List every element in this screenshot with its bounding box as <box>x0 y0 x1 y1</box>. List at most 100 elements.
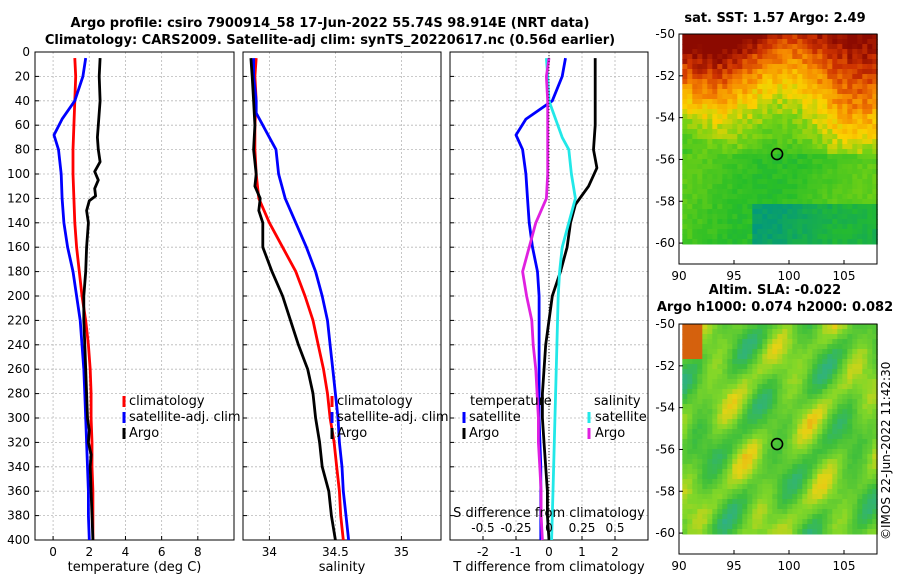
heatmap-cell <box>847 129 853 135</box>
heatmap-cell <box>692 469 698 475</box>
heatmap-cell <box>777 114 783 120</box>
heatmap-cell <box>692 79 698 85</box>
heatmap-cell <box>727 204 733 210</box>
heatmap-cell <box>852 189 858 195</box>
heatmap-cell <box>757 204 763 210</box>
heatmap-cell <box>697 449 703 455</box>
heatmap-cell <box>697 114 703 120</box>
y-tick-label: 120 <box>7 191 30 205</box>
y-tick-label: 100 <box>7 167 30 181</box>
heatmap-cell <box>752 134 758 140</box>
heatmap-cell <box>812 239 818 245</box>
heatmap-cell <box>762 99 768 105</box>
heatmap-cell <box>692 229 698 235</box>
heatmap-cell <box>772 164 778 170</box>
heatmap-cell <box>817 69 823 75</box>
heatmap-cell <box>682 369 688 375</box>
heatmap-cell <box>817 179 823 185</box>
heatmap-cell <box>682 429 688 435</box>
heatmap-cell <box>852 459 858 465</box>
heatmap-cell <box>867 229 873 235</box>
heatmap-cell <box>737 404 743 410</box>
heatmap-cell <box>772 104 778 110</box>
heatmap-cell <box>872 409 878 415</box>
heatmap-cell <box>812 399 818 405</box>
heatmap-cell <box>852 494 858 500</box>
heatmap-cell <box>707 144 713 150</box>
heatmap-cell <box>817 429 823 435</box>
heatmap-cell <box>757 354 763 360</box>
heatmap-cell <box>862 424 868 430</box>
heatmap-cell <box>827 104 833 110</box>
heatmap-cell <box>752 339 758 345</box>
heatmap-cell <box>762 159 768 165</box>
heatmap-cell <box>762 434 768 440</box>
heatmap-cell <box>832 419 838 425</box>
heatmap-cell <box>697 144 703 150</box>
heatmap-cell <box>732 504 738 510</box>
heatmap-cell <box>797 194 803 200</box>
heatmap-cell <box>872 139 878 145</box>
heatmap-cell <box>847 429 853 435</box>
y-tick-label: -54 <box>655 401 675 415</box>
heatmap-cell <box>722 519 728 525</box>
heatmap-cell <box>777 169 783 175</box>
heatmap-cell <box>722 219 728 225</box>
heatmap-cell <box>797 89 803 95</box>
heatmap-cell <box>832 469 838 475</box>
heatmap-cell <box>712 339 718 345</box>
heatmap-cell <box>722 494 728 500</box>
heatmap-cell <box>772 239 778 245</box>
heatmap-cell <box>722 489 728 495</box>
heatmap-cell <box>867 54 873 60</box>
heatmap-cell <box>802 364 808 370</box>
heatmap-cell <box>857 94 863 100</box>
heatmap-cell <box>742 184 748 190</box>
heatmap-cell <box>732 229 738 235</box>
heatmap-cell <box>712 449 718 455</box>
heatmap-cell <box>687 214 693 220</box>
heatmap-cell <box>862 209 868 215</box>
heatmap-cell <box>827 504 833 510</box>
heatmap-cell <box>797 429 803 435</box>
heatmap-cell <box>857 449 863 455</box>
heatmap-cell <box>822 354 828 360</box>
heatmap-cell <box>812 484 818 490</box>
heatmap-cell <box>862 529 868 535</box>
heatmap-cell <box>827 469 833 475</box>
heatmap-cell <box>692 454 698 460</box>
heatmap-cell <box>842 74 848 80</box>
heatmap-cell <box>682 519 688 525</box>
heatmap-cell <box>867 179 873 185</box>
heatmap-cell <box>692 409 698 415</box>
heatmap-cell <box>812 79 818 85</box>
heatmap-cell <box>857 79 863 85</box>
heatmap-cell <box>792 144 798 150</box>
heatmap-cell <box>707 529 713 535</box>
heatmap-cell <box>737 409 743 415</box>
heatmap-cell <box>842 329 848 335</box>
heatmap-cell <box>757 144 763 150</box>
heatmap-cell <box>872 324 878 330</box>
heatmap-cell <box>832 329 838 335</box>
heatmap-cell <box>862 189 868 195</box>
heatmap-cell <box>802 94 808 100</box>
heatmap-cell <box>837 179 843 185</box>
heatmap-cell <box>837 199 843 205</box>
heatmap-cell <box>767 394 773 400</box>
heatmap-cell <box>847 154 853 160</box>
heatmap-cell <box>772 234 778 240</box>
heatmap-cell <box>762 94 768 100</box>
heatmap-cell <box>837 419 843 425</box>
heatmap-cell <box>742 359 748 365</box>
heatmap-cell <box>697 494 703 500</box>
heatmap-cell <box>727 74 733 80</box>
heatmap-cell <box>857 49 863 55</box>
heatmap-cell <box>752 359 758 365</box>
heatmap-cell <box>732 409 738 415</box>
heatmap-cell <box>752 74 758 80</box>
heatmap-cell <box>812 379 818 385</box>
heatmap-cell <box>837 134 843 140</box>
heatmap-cell <box>777 79 783 85</box>
heatmap-cell <box>747 149 753 155</box>
